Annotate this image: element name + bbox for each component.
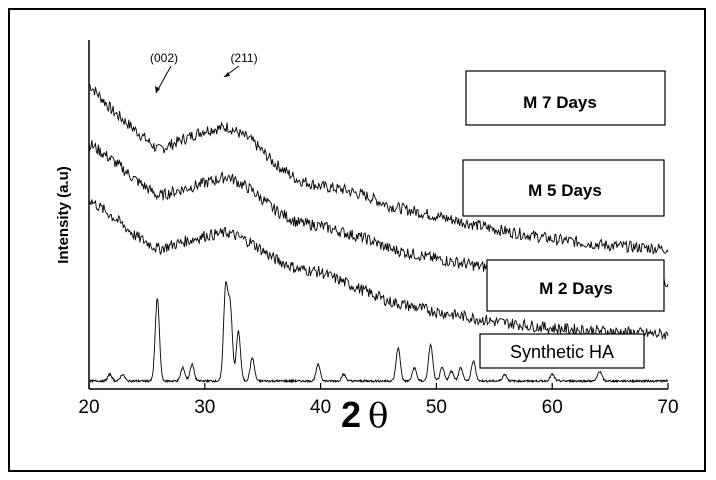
x-tick-label: 40 (310, 397, 331, 418)
legend-box-5days (462, 159, 665, 217)
series-m7-days (88, 83, 669, 255)
legend-label-2days: M 2 Days (539, 279, 613, 298)
legend-label-5days: M 5 Days (528, 181, 602, 200)
x-tick-label: 50 (426, 397, 447, 418)
legend-box-7days (465, 70, 666, 126)
series-synthetic-ha (88, 281, 669, 384)
x-tick-label: 30 (194, 397, 215, 418)
legend-box-2days (486, 259, 665, 312)
x-axis-label-theta: θ (368, 396, 388, 436)
legend-label-7days: M 7 Days (523, 93, 597, 112)
series-m2-days (88, 199, 669, 340)
legend-label-synthetic: Synthetic HA (510, 342, 614, 362)
legend-box-synthetic (479, 333, 645, 369)
x-tick-label: 20 (78, 397, 99, 418)
x-ticks: 20 30 40 50 60 70 (78, 383, 679, 418)
annotation-211: (211) (230, 51, 257, 65)
x-tick-label: 70 (657, 397, 678, 418)
y-axis-label: Intensity (a.u) (55, 166, 72, 264)
annotation-002: (002) (150, 51, 178, 65)
x-tick-label: 60 (542, 397, 563, 418)
annotation-002-arrowhead (155, 86, 160, 93)
annotation-211-arrowhead (224, 72, 230, 77)
x-axis-label-number: 2 (341, 394, 361, 435)
